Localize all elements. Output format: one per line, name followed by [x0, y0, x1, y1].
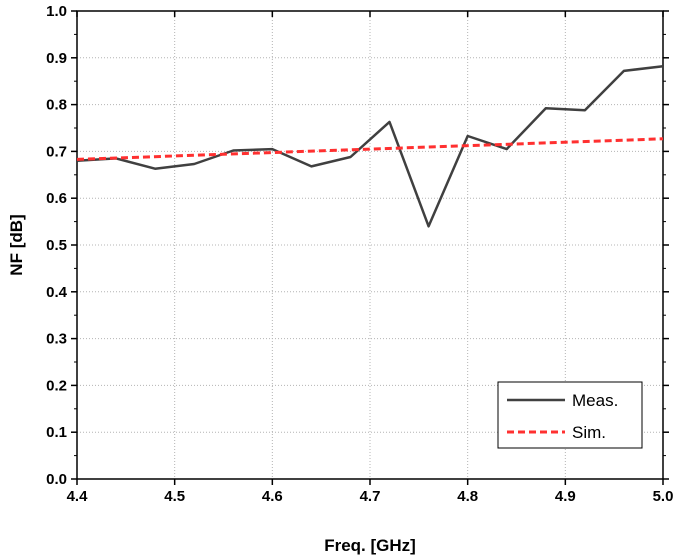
x-tick-label: 4.5 — [164, 488, 185, 505]
x-tick-labels: 4.4 4.5 4.6 4.7 4.8 4.9 5.0 — [67, 488, 674, 505]
y-tick-label: 0.3 — [46, 331, 67, 348]
x-tick-label: 4.6 — [262, 488, 283, 505]
axis-ticks — [71, 10, 669, 485]
y-tick-label: 0.0 — [46, 471, 67, 488]
x-tick-label: 4.9 — [555, 488, 576, 505]
y-tick-labels: 0.0 0.1 0.2 0.3 0.4 0.5 0.6 0.7 0.8 0.9 1.0 — [46, 3, 68, 488]
grid — [77, 11, 663, 479]
y-tick-label: 0.6 — [46, 190, 67, 207]
plot-area-frame — [76, 10, 664, 480]
legend-label-meas: Meas. — [572, 391, 618, 410]
x-axis-title: Freq. [GHz] — [324, 536, 416, 555]
y-tick-label: 1.0 — [46, 3, 67, 20]
x-tick-label: 5.0 — [653, 488, 674, 505]
legend: Meas. Sim. — [497, 381, 643, 449]
y-tick-label: 0.2 — [46, 377, 67, 394]
series-line-meas — [76, 64, 664, 228]
x-tick-label: 4.8 — [457, 488, 478, 505]
y-tick-label: 0.7 — [46, 143, 67, 160]
y-axis-title: NF [dB] — [7, 214, 26, 275]
series-lines — [76, 64, 664, 228]
y-tick-label: 0.8 — [46, 97, 67, 114]
y-tick-label: 0.9 — [46, 50, 67, 67]
y-tick-label: 0.1 — [46, 424, 67, 441]
legend-label-sim: Sim. — [572, 423, 606, 442]
series-line-sim — [76, 137, 664, 161]
x-tick-label: 4.7 — [360, 488, 381, 505]
legend-box — [497, 381, 643, 449]
x-tick-label: 4.4 — [67, 488, 89, 505]
y-tick-label: 0.4 — [46, 284, 68, 301]
y-tick-label: 0.5 — [46, 237, 67, 254]
